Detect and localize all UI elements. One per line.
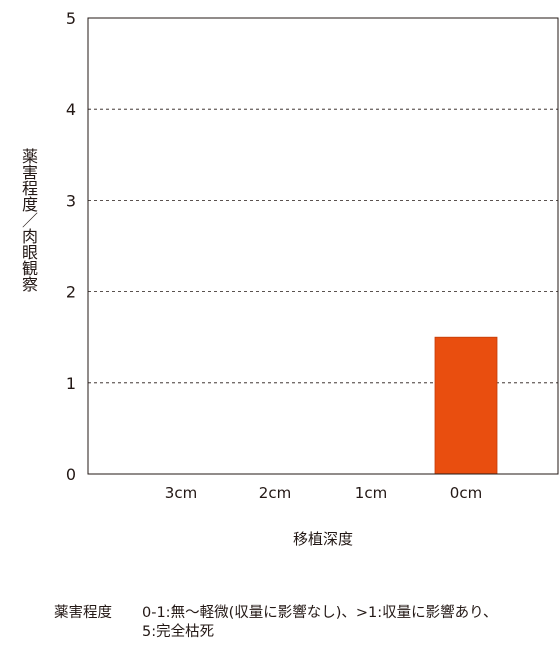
y-tick-labels: 0 1 2 3 4 5 xyxy=(66,9,76,484)
y-tick-label: 2 xyxy=(66,283,76,302)
y-tick-label: 5 xyxy=(66,9,76,28)
bar-0cm xyxy=(434,336,498,475)
x-tick-label: 2cm xyxy=(259,484,291,502)
bars xyxy=(434,336,498,475)
y-tick-label: 0 xyxy=(66,465,76,484)
plot-frame xyxy=(87,17,559,475)
note-line-2: 5:完全枯死 xyxy=(142,624,215,640)
y-tick-label: 4 xyxy=(66,100,76,119)
note-label: 薬害程度 xyxy=(54,605,112,621)
x-axis-label: 移植深度 xyxy=(292,530,353,548)
note-line-1: 0-1:無～軽微(収量に影響なし)、>1:収量に影響あり、 xyxy=(142,605,498,621)
legend-note: 薬害程度 0-1:無～軽微(収量に影響なし)、>1:収量に影響あり、 5:完全枯死 xyxy=(54,604,498,642)
x-tick-label: 0cm xyxy=(450,484,482,502)
y-tick-label: 1 xyxy=(66,374,76,393)
y-tick-label: 3 xyxy=(66,191,76,210)
y-axis-label: 薬害程度／肉眼観察 xyxy=(19,148,38,292)
x-tick-labels: 3cm 2cm 1cm 0cm xyxy=(165,484,482,502)
x-tick-label: 3cm xyxy=(165,484,197,502)
x-tick-label: 1cm xyxy=(355,484,387,502)
